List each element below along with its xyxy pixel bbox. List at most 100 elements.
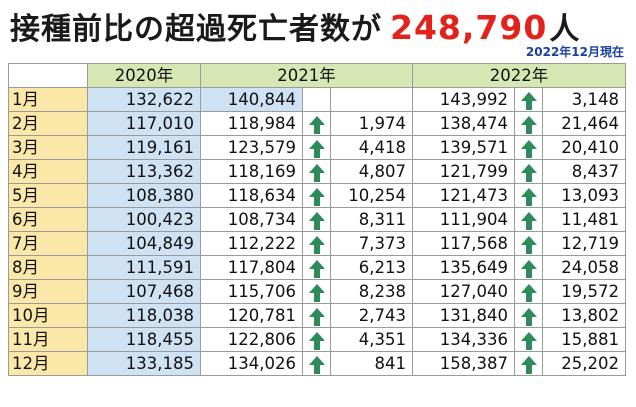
- diff-2021: 2,743: [330, 303, 413, 328]
- corner-cell: [8, 63, 88, 88]
- up-arrow-icon: [520, 163, 537, 182]
- diff-2021: 7,373: [330, 231, 413, 256]
- diff-2022: 25,202: [542, 351, 626, 376]
- table-body: 1月 132,622 140,844 143,992 3,148 2月 117,010 118…: [8, 87, 626, 376]
- value-2022: 131,840: [412, 303, 515, 328]
- diff-2022: 8,437: [542, 159, 626, 184]
- up-arrow-icon: [520, 283, 537, 302]
- arrow-cell-2021: [302, 279, 331, 304]
- month-cell: 6月: [8, 207, 88, 232]
- arrow-cell-2022: [514, 135, 543, 160]
- table-row: 5月 108,380 118,634 10,254 121,473 13,093: [8, 183, 626, 208]
- value-2020: 118,455: [87, 327, 201, 352]
- value-2021: 123,579: [200, 135, 303, 160]
- month-cell: 8月: [8, 255, 88, 280]
- value-2022: 134,336: [412, 327, 515, 352]
- arrow-cell-2022: [514, 279, 543, 304]
- value-2021: 118,634: [200, 183, 303, 208]
- table-row: 4月 113,362 118,169 4,807 121,799 8,437: [8, 159, 626, 184]
- up-arrow-icon: [520, 115, 537, 134]
- year-header-2022: 2022年: [412, 63, 626, 88]
- diff-2021: 841: [330, 351, 413, 376]
- value-2022: 121,473: [412, 183, 515, 208]
- arrow-cell-2021: [302, 351, 331, 376]
- as-of-date: 2022年12月現在: [525, 45, 624, 59]
- value-2021: 122,806: [200, 327, 303, 352]
- excess-deaths-table: 2020年 2021年 2022年 1月 132,622 140,844 143,99…: [8, 63, 626, 376]
- up-arrow-icon: [308, 163, 325, 182]
- month-cell: 3月: [8, 135, 88, 160]
- value-2020: 113,362: [87, 159, 201, 184]
- value-2022: 158,387: [412, 351, 515, 376]
- arrow-cell-2022: [514, 183, 543, 208]
- value-2021: 112,222: [200, 231, 303, 256]
- diff-2022: 21,464: [542, 111, 626, 136]
- diff-2021: 6,213: [330, 255, 413, 280]
- year-header-2020: 2020年: [87, 63, 201, 88]
- month-cell: 4月: [8, 159, 88, 184]
- month-cell: 5月: [8, 183, 88, 208]
- arrow-cell-2021: [302, 183, 331, 208]
- value-2022: 127,040: [412, 279, 515, 304]
- value-2022: 117,568: [412, 231, 515, 256]
- value-2021: 134,026: [200, 351, 303, 376]
- value-2021: 120,781: [200, 303, 303, 328]
- diff-2022: 13,093: [542, 183, 626, 208]
- arrow-cell-2022: [514, 351, 543, 376]
- up-arrow-icon: [520, 187, 537, 206]
- table-row: 12月 133,185 134,026 841 158,387 25,202: [8, 351, 626, 376]
- diff-2022: 13,802: [542, 303, 626, 328]
- value-2020: 107,468: [87, 279, 201, 304]
- up-arrow-icon: [308, 259, 325, 278]
- year-header-2021: 2021年: [200, 63, 413, 88]
- value-2020: 119,161: [87, 135, 201, 160]
- table-row: 1月 132,622 140,844 143,992 3,148: [8, 87, 626, 112]
- headline: 接種前比の超過死亡者数が 248,790 人: [10, 4, 579, 47]
- month-cell: 9月: [8, 279, 88, 304]
- headline-number: 248,790: [390, 8, 548, 47]
- up-arrow-icon: [520, 139, 537, 158]
- up-arrow-icon: [520, 91, 537, 110]
- up-arrow-icon: [308, 187, 325, 206]
- arrow-cell-2021: [302, 87, 331, 112]
- month-cell: 12月: [8, 351, 88, 376]
- arrow-cell-2022: [514, 303, 543, 328]
- value-2020: 132,622: [87, 87, 201, 112]
- arrow-cell-2021: [302, 231, 331, 256]
- arrow-cell-2022: [514, 111, 543, 136]
- value-2020: 117,010: [87, 111, 201, 136]
- value-2022: 111,904: [412, 207, 515, 232]
- up-arrow-icon: [308, 235, 325, 254]
- diff-2021: 4,351: [330, 327, 413, 352]
- diff-2021: 4,418: [330, 135, 413, 160]
- table-row: 3月 119,161 123,579 4,418 139,571 20,410: [8, 135, 626, 160]
- table-row: 2月 117,010 118,984 1,974 138,474 21,464: [8, 111, 626, 136]
- value-2022: 121,799: [412, 159, 515, 184]
- table-row: 6月 100,423 108,734 8,311 111,904 11,481: [8, 207, 626, 232]
- up-arrow-icon: [308, 283, 325, 302]
- value-2022: 138,474: [412, 111, 515, 136]
- headline-unit: 人: [549, 12, 580, 47]
- up-arrow-icon: [308, 211, 325, 230]
- month-cell: 10月: [8, 303, 88, 328]
- up-arrow-icon: [308, 115, 325, 134]
- value-2022: 139,571: [412, 135, 515, 160]
- table-row: 8月 111,591 117,804 6,213 135,649 24,058: [8, 255, 626, 280]
- table-row: 7月 104,849 112,222 7,373 117,568 12,719: [8, 231, 626, 256]
- headline-text: 接種前比の超過死亡者数が: [10, 12, 382, 47]
- value-2020: 104,849: [87, 231, 201, 256]
- up-arrow-icon: [520, 235, 537, 254]
- arrow-cell-2021: [302, 135, 331, 160]
- diff-2022: 3,148: [542, 87, 626, 112]
- arrow-cell-2022: [514, 327, 543, 352]
- arrow-cell-2021: [302, 207, 331, 232]
- value-2022: 143,992: [412, 87, 515, 112]
- diff-2022: 19,572: [542, 279, 626, 304]
- diff-2022: 20,410: [542, 135, 626, 160]
- value-2021: 118,984: [200, 111, 303, 136]
- up-arrow-icon: [308, 307, 325, 326]
- table-row: 11月 118,455 122,806 4,351 134,336 15,881: [8, 327, 626, 352]
- diff-2022: 12,719: [542, 231, 626, 256]
- up-arrow-icon: [520, 307, 537, 326]
- diff-2022: 11,481: [542, 207, 626, 232]
